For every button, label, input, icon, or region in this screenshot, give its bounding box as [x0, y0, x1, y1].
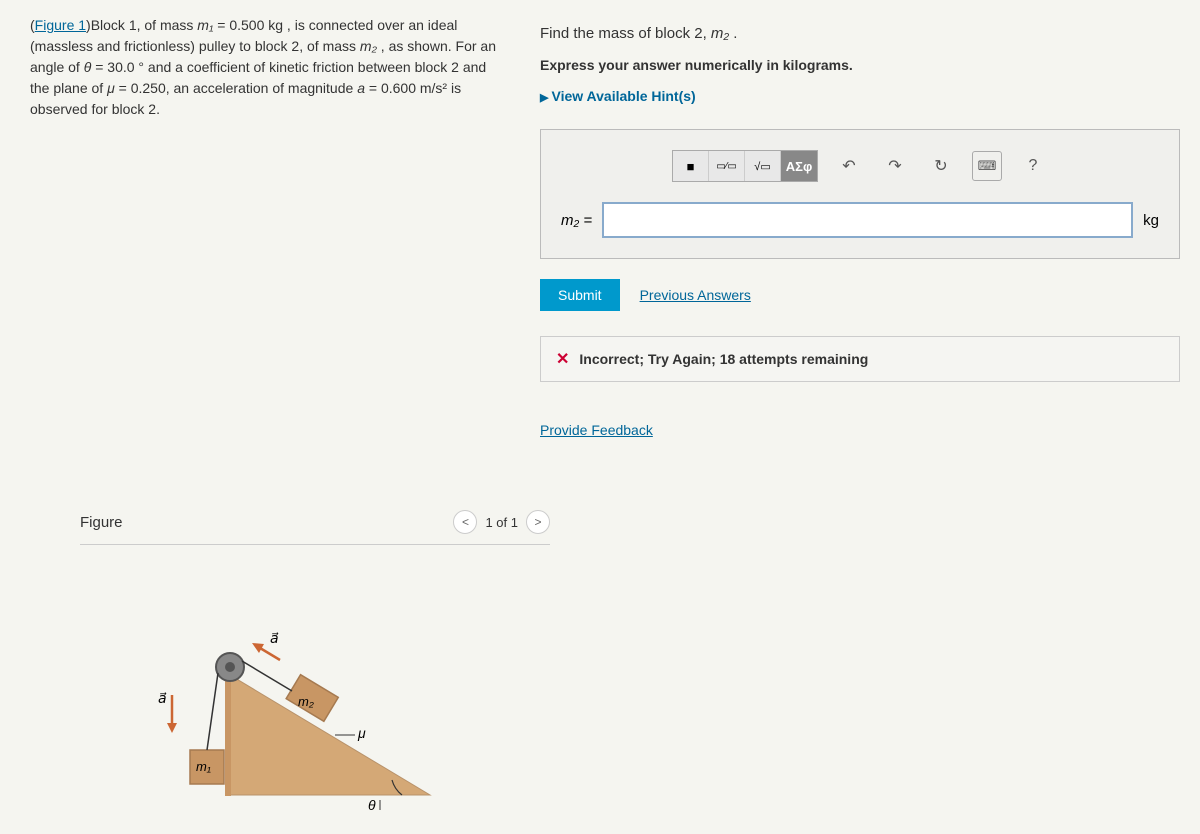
figure-link[interactable]: Figure 1	[35, 17, 86, 33]
previous-answers-link[interactable]: Previous Answers	[640, 287, 751, 303]
greek-button[interactable]: ΑΣφ	[781, 151, 817, 181]
keyboard-button[interactable]: ⌨	[972, 151, 1002, 181]
unit-label: kg	[1143, 212, 1159, 229]
feedback-message: ✕ Incorrect; Try Again; 18 attempts rema…	[540, 336, 1180, 382]
help-button[interactable]: ?	[1018, 151, 1048, 181]
figure-panel: Figure < 1 of 1 >	[80, 510, 550, 825]
problem-statement: (Figure 1)Block 1, of mass m₁ = 0.500 kg…	[20, 10, 510, 125]
m2-label: m₂	[298, 694, 314, 709]
undo-button[interactable]: ↶	[834, 151, 864, 181]
submit-button[interactable]: Submit	[540, 279, 620, 311]
provide-feedback-link[interactable]: Provide Feedback	[540, 422, 653, 438]
redo-button[interactable]: ↷	[880, 151, 910, 181]
figure-next-button[interactable]: >	[526, 510, 550, 534]
figure-counter: 1 of 1	[485, 515, 518, 530]
answer-instruction: Express your answer numerically in kilog…	[540, 57, 1180, 73]
answer-input[interactable]	[602, 202, 1133, 238]
root-button[interactable]: √▭	[745, 151, 781, 181]
equation-toolbar: ■ ▭⁄▭ √▭ ΑΣφ ↶ ↷ ↻ ⌨ ?	[561, 150, 1159, 182]
answer-panel: ■ ▭⁄▭ √▭ ΑΣφ ↶ ↷ ↻ ⌨ ? m₂ = kg	[540, 129, 1180, 259]
figure-prev-button[interactable]: <	[453, 510, 477, 534]
view-hints-link[interactable]: View Available Hint(s)	[540, 88, 1180, 104]
m1-label: m₁	[196, 759, 211, 774]
variable-label: m₂ =	[561, 212, 592, 229]
mu-label: μ	[358, 725, 366, 741]
question-prompt: Find the mass of block 2, m₂ .	[540, 25, 1180, 42]
feedback-text: Incorrect; Try Again; 18 attempts remain…	[579, 351, 868, 367]
fraction-button[interactable]: ▭⁄▭	[709, 151, 745, 181]
reset-button[interactable]: ↻	[926, 151, 956, 181]
accel-label-2: a⃗	[270, 630, 279, 647]
figure-title: Figure	[80, 514, 123, 531]
accel-label-1: a⃗	[158, 690, 167, 707]
theta-label: θ	[368, 797, 376, 813]
template-button[interactable]: ■	[673, 151, 709, 181]
incorrect-icon: ✕	[556, 349, 569, 369]
physics-diagram: a⃗ a⃗ m₁ m₂ μ θ	[140, 575, 550, 825]
